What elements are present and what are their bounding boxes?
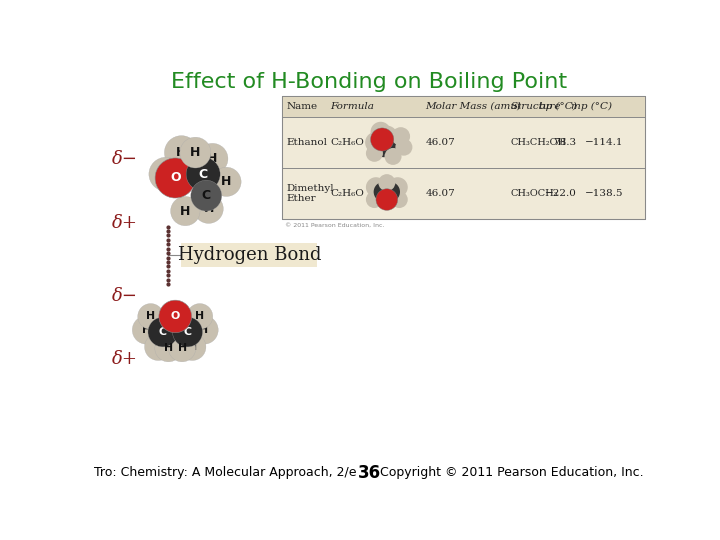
Circle shape	[380, 182, 400, 202]
Text: O: O	[170, 172, 181, 185]
Circle shape	[159, 300, 192, 333]
Text: H: H	[221, 176, 232, 188]
Text: CH₃OCH₃: CH₃OCH₃	[510, 189, 559, 198]
Text: Molar Mass (amu): Molar Mass (amu)	[426, 102, 521, 111]
Text: H: H	[146, 312, 156, 321]
Circle shape	[376, 126, 397, 147]
Text: H: H	[180, 205, 191, 218]
Text: −22.0: −22.0	[545, 189, 577, 198]
Text: mp (°C): mp (°C)	[570, 102, 611, 111]
Circle shape	[194, 194, 223, 224]
Circle shape	[180, 137, 211, 168]
Text: C: C	[202, 189, 211, 202]
FancyBboxPatch shape	[282, 96, 645, 117]
Text: Dimethyl
Ether: Dimethyl Ether	[287, 184, 335, 203]
Circle shape	[366, 191, 383, 208]
Text: H: H	[203, 202, 214, 215]
Text: H: H	[199, 325, 209, 335]
Circle shape	[168, 335, 196, 362]
Circle shape	[179, 333, 206, 361]
Text: H: H	[142, 325, 151, 335]
Circle shape	[384, 148, 402, 165]
Text: δ+: δ+	[112, 350, 138, 368]
Text: C₂H₆O: C₂H₆O	[330, 189, 364, 198]
Text: H: H	[153, 342, 163, 352]
Text: Tro: Chemistry: A Molecular Approach, 2/e: Tro: Chemistry: A Molecular Approach, 2/…	[94, 467, 356, 480]
Text: Formula: Formula	[330, 102, 374, 111]
Text: CH₃CH₂OH: CH₃CH₂OH	[510, 138, 567, 147]
Circle shape	[365, 132, 387, 153]
Text: δ−: δ−	[112, 287, 138, 305]
Circle shape	[173, 317, 202, 347]
Text: H: H	[207, 152, 217, 165]
Circle shape	[149, 157, 183, 191]
Text: C₂H₆O: C₂H₆O	[330, 138, 364, 147]
Circle shape	[189, 316, 218, 344]
Circle shape	[366, 177, 386, 197]
Text: Effect of H-Bonding on Boiling Point: Effect of H-Bonding on Boiling Point	[171, 72, 567, 92]
Text: C: C	[159, 327, 167, 337]
Text: −138.5: −138.5	[585, 189, 624, 198]
Text: δ−: δ−	[112, 150, 138, 168]
Text: −114.1: −114.1	[585, 138, 624, 147]
Circle shape	[148, 317, 178, 347]
Text: H: H	[161, 167, 171, 181]
Circle shape	[155, 335, 182, 362]
Circle shape	[171, 197, 200, 226]
Circle shape	[374, 182, 394, 202]
Circle shape	[191, 180, 222, 211]
Circle shape	[376, 189, 397, 211]
Text: 78.3: 78.3	[554, 138, 577, 147]
Text: © 2011 Pearson Education, Inc.: © 2011 Pearson Education, Inc.	[285, 222, 384, 227]
Circle shape	[395, 139, 413, 156]
Circle shape	[138, 303, 163, 329]
Text: H: H	[178, 343, 186, 353]
Text: H: H	[176, 146, 186, 159]
Text: Structure: Structure	[510, 102, 562, 111]
Circle shape	[366, 145, 383, 162]
Circle shape	[378, 174, 395, 191]
Text: 36: 36	[357, 464, 381, 482]
Circle shape	[155, 158, 195, 198]
Circle shape	[197, 143, 228, 174]
Text: H: H	[190, 146, 201, 159]
Circle shape	[392, 127, 410, 146]
Text: Copyright © 2011 Pearson Education, Inc.: Copyright © 2011 Pearson Education, Inc.	[380, 467, 644, 480]
Text: H: H	[195, 312, 204, 321]
Text: Hydrogen Bond: Hydrogen Bond	[178, 246, 321, 264]
FancyBboxPatch shape	[181, 242, 317, 267]
Circle shape	[145, 333, 172, 361]
Text: bp (°C): bp (°C)	[539, 102, 577, 111]
Text: O: O	[171, 312, 180, 321]
Text: Ethanol: Ethanol	[287, 138, 328, 147]
Text: Name: Name	[287, 102, 318, 111]
FancyBboxPatch shape	[282, 96, 645, 219]
Circle shape	[132, 316, 161, 344]
Circle shape	[371, 122, 391, 142]
Text: H: H	[164, 343, 173, 353]
Text: δ+: δ+	[112, 214, 138, 232]
Circle shape	[374, 137, 394, 157]
Text: C: C	[184, 327, 192, 337]
Text: 46.07: 46.07	[426, 189, 455, 198]
Circle shape	[212, 167, 241, 197]
Circle shape	[164, 136, 199, 170]
Text: C: C	[199, 167, 207, 181]
Circle shape	[371, 128, 394, 151]
Circle shape	[387, 177, 408, 197]
Circle shape	[384, 136, 405, 156]
Circle shape	[391, 191, 408, 208]
Circle shape	[187, 303, 213, 329]
Text: H: H	[188, 342, 197, 352]
Text: 46.07: 46.07	[426, 138, 455, 147]
Circle shape	[186, 157, 220, 191]
